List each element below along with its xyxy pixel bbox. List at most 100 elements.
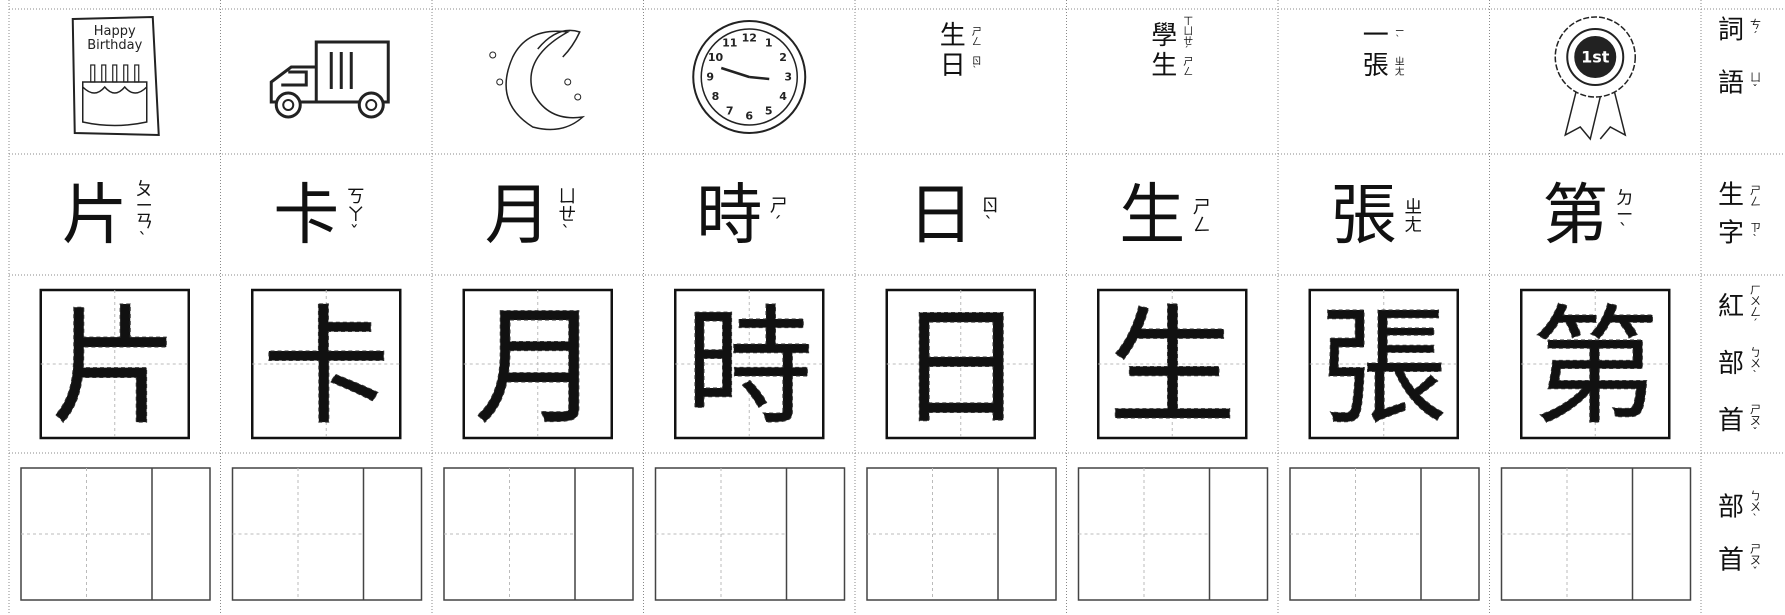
clock-number: 8 [712,90,720,103]
zhuyin: ㄘˊ [1749,17,1762,42]
clock-number: 6 [745,110,753,123]
zhuyin: ㄖˋ [978,196,999,235]
clock-number: 2 [779,51,787,64]
writing-box [231,467,423,601]
hanzi: 生 [940,21,966,51]
zhuyin: ㄕㄥ [1749,185,1762,207]
zhuyin: ㄒㄩㄝˊ [1181,16,1193,57]
hub [365,99,378,111]
clock-number: 9 [706,71,714,84]
star [496,78,504,86]
hanzi: 生 [1119,177,1185,254]
clock-number: 10 [708,51,724,64]
hanzi: 時 [696,177,762,254]
hanzi: 首 [1718,546,1744,576]
zhuyin: ㄕㄡˇ [1749,543,1762,578]
hanzi: 日 [940,51,966,81]
hanzi: 片 [62,177,128,254]
candle [134,64,140,83]
clock-number: 5 [765,104,773,117]
hat [537,29,581,58]
clock-number: 7 [726,104,734,117]
star [564,78,572,86]
candle [90,64,96,83]
clock-number: 12 [742,32,757,45]
zhuyin: ㄅㄨˋ [1749,490,1762,525]
writing-box [654,467,846,601]
tracing-char: 時 [685,294,813,443]
tracing-char: 片 [51,294,179,443]
clock-number: 3 [784,71,792,84]
zhuyin: ㄕㄥ [1181,56,1193,76]
hanzi: 部 [1718,349,1744,379]
ribbon: 1st [1554,16,1636,141]
card-text: Happy [94,24,136,39]
rosette-inner [1566,28,1625,86]
zhuyin: ㄅㄨˋ [1749,346,1762,381]
zhuyin: ㄧˋ [1392,27,1403,46]
hanzi: 第 [1542,177,1608,254]
clock-number: 11 [722,37,737,50]
tracing-char: 卡 [262,294,390,443]
tracing-char: 張 [1320,294,1448,443]
hanzi: 日 [908,177,974,254]
star [489,51,497,59]
ribbon-tails [1564,86,1627,141]
clock-face [700,28,798,126]
ribbon-text: 1st [1581,48,1610,67]
tracing-char: 月 [474,294,602,443]
star [574,93,582,101]
zhuyin: ㄎㄚˇ [344,187,365,244]
cake [82,81,148,127]
hanzi: 部 [1718,493,1744,523]
zhuyin: ㄆㄧㄢˋ [132,179,153,251]
hanzi: 首 [1718,406,1744,436]
writing-box [866,467,1057,601]
hanzi: 詞 [1718,16,1744,46]
writing-box [1289,467,1480,601]
hanzi: 生 [1151,51,1177,81]
moon [505,30,586,131]
zhuyin: ㄕㄥ [969,26,981,46]
tracing-char: 日 [897,294,1025,443]
zhuyin: ㄕㄡˇ [1749,404,1762,439]
zhuyin: ㄕㄥ [1190,197,1211,233]
writing-box [1077,467,1269,601]
truck [269,40,390,119]
hanzi: 字 [1718,219,1744,249]
writing-box [443,467,634,601]
hanzi: 卡 [273,177,339,254]
hanzi: 月 [485,177,551,254]
tracing-char: 生 [1108,294,1236,443]
zhuyin: ㄗˋ [1749,222,1762,246]
zhuyin: ㄖˋ [969,56,980,77]
zhuyin: ㄓㄤ [1392,56,1404,76]
zhuyin: ㄓㄤ [1401,197,1422,233]
hub [282,99,295,111]
wheel [357,91,385,119]
hanzi: 張 [1331,177,1397,254]
hanzi: 生 [1718,181,1744,211]
zhuyin: ㄏㄨㄥˊ [1749,284,1762,330]
moon [489,29,586,131]
hanzi: 張 [1363,51,1389,81]
clock-rim [692,20,807,134]
writing-box [20,467,211,601]
hanzi: 紅 [1718,292,1744,322]
hanzi: 學 [1151,21,1177,51]
candle [112,64,118,83]
clock-number: 1 [765,37,773,50]
badge [1574,36,1617,78]
card-text: Birthday [87,38,142,53]
hanzi: 語 [1718,69,1744,99]
writing-box [1500,467,1692,601]
zhuyin: ㄕˊ [767,196,788,235]
hanzi: 一 [1363,21,1389,51]
zhuyin: ㄩˇ [1749,71,1762,95]
candle [123,64,129,83]
zhuyin: ㄩㄝˋ [555,187,576,244]
candle [101,64,107,83]
